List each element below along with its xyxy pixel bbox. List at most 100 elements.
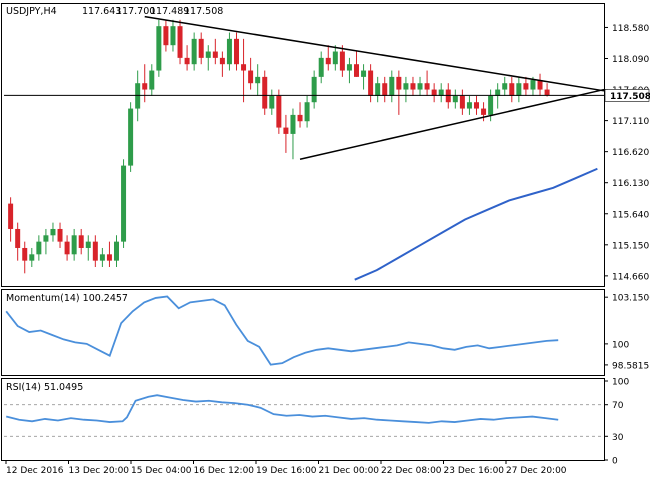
candle-bull — [85, 241, 91, 248]
candle-bull — [332, 51, 338, 65]
candle-bear — [474, 102, 479, 109]
x-tick-label: 21 Dec 00:00 — [319, 466, 380, 476]
candle-bear — [15, 228, 21, 248]
x-tick-label: 16 Dec 12:00 — [194, 466, 255, 476]
candle-bear — [22, 247, 28, 261]
candle-bear — [339, 51, 345, 71]
candle-bull — [311, 76, 317, 103]
momentum-y-tick-label: 100 — [612, 340, 629, 350]
candle-bear — [354, 64, 359, 77]
candle-bear — [537, 80, 543, 90]
momentum-line — [5, 295, 559, 366]
candle-bear — [276, 95, 282, 128]
rsi-y-tick-label: 30 — [612, 433, 624, 443]
candle-bull — [452, 95, 458, 103]
price-y-tick-label: 117.110 — [612, 117, 649, 127]
candle-bull — [226, 38, 232, 65]
momentum-panel-frame — [1, 289, 605, 376]
header-ohlc-value: 117.643 — [82, 6, 121, 17]
candle-bear — [459, 95, 465, 109]
moving-average-line — [354, 167, 598, 281]
candle-bull — [304, 102, 310, 122]
candle-bear — [78, 235, 84, 248]
current-price-label: 117.508 — [610, 92, 650, 102]
candle-bull — [530, 80, 536, 90]
candle-bear — [212, 51, 218, 58]
candle-bear — [241, 64, 247, 71]
candle-bull — [36, 241, 42, 255]
x-tick-label: 13 Dec 20:00 — [69, 466, 130, 476]
candle-bear — [523, 83, 529, 90]
rsi-y-tick-label: 100 — [612, 378, 629, 388]
x-tick-label: 23 Dec 16:00 — [444, 466, 505, 476]
candle-bull — [502, 83, 508, 90]
candle-bull — [43, 235, 49, 242]
candle-bear — [431, 89, 437, 96]
price-y-tick-label: 114.660 — [612, 272, 649, 282]
current-price-box — [604, 89, 650, 102]
x-tick-label: 27 Dec 20:00 — [506, 466, 567, 476]
rsi-panel-frame — [1, 378, 605, 461]
candle-bear — [297, 114, 303, 122]
rsi-line — [5, 394, 559, 424]
rsi-title: RSI(14) 51.0495 — [6, 382, 83, 393]
candle-bear — [106, 254, 112, 261]
candle-bull — [205, 51, 211, 58]
candle-bull — [346, 64, 352, 71]
candle-bear — [509, 83, 515, 96]
candle-bull — [135, 83, 141, 109]
candle-bull — [516, 83, 522, 96]
candle-bull — [375, 83, 381, 96]
candle-bear — [368, 70, 374, 96]
rsi-y-tick-label: 70 — [612, 401, 624, 411]
x-tick-label: 19 Dec 16:00 — [256, 466, 317, 476]
candle-bull — [191, 38, 197, 65]
candle-bull — [71, 235, 77, 255]
candle-bear — [382, 83, 388, 96]
candle-bull — [149, 70, 155, 90]
momentum-chart: 103.1506 100 98.5815 — [5, 294, 650, 371]
candle-bull — [121, 165, 127, 242]
price-y-tick-label: 116.620 — [612, 148, 649, 158]
candle-bear — [325, 57, 331, 65]
candle-bear — [177, 26, 183, 58]
candle-bull — [156, 26, 162, 71]
candle-bull — [466, 102, 472, 109]
candle-bear — [142, 83, 148, 90]
candle-bull — [255, 76, 261, 84]
candle-bull — [99, 254, 105, 261]
price-y-tick-label: 115.640 — [612, 210, 649, 220]
candle-bear — [481, 108, 487, 115]
candle-bear — [8, 203, 14, 229]
candle-bear — [424, 83, 430, 90]
candle-bull — [389, 76, 395, 96]
price-panel-frame — [1, 3, 605, 287]
candle-bull — [128, 108, 134, 166]
candle-bear — [64, 241, 70, 255]
header-ohlc-value: 117.700 — [116, 6, 155, 17]
candle-bear — [163, 26, 169, 46]
candle-bull — [438, 89, 444, 96]
candle-bear — [198, 38, 204, 58]
candle-bull — [50, 228, 56, 236]
candle-bull — [290, 114, 296, 134]
momentum-y-tick-label: 98.5815 — [612, 361, 649, 371]
x-tick-label: 15 Dec 04:00 — [131, 466, 192, 476]
header-ohlc-value: 117.508 — [184, 6, 223, 17]
candle-bull — [403, 83, 409, 90]
candle-bear — [283, 127, 289, 134]
price-y-tick-label: 115.150 — [612, 241, 649, 251]
momentum-y-tick-label: 103.1506 — [612, 294, 650, 304]
candle-bear — [262, 76, 268, 109]
x-tick-label: 12 Dec 2016 — [6, 466, 64, 476]
trendline-resistance — [144, 15, 605, 92]
candle-bull — [269, 95, 275, 109]
rsi-chart: 100 70 30 0 — [4, 378, 629, 467]
price-header: USDJPY,H4 — [6, 6, 57, 17]
candle-bear — [544, 89, 550, 96]
price-y-tick-label: 116.130 — [612, 179, 649, 189]
time-axis: 12 Dec 2016 13 Dec 20:00 15 Dec 04:00 16 De… — [5, 460, 567, 476]
price-chart: 117.643117.700117.489117.508118.580118.0… — [4, 6, 650, 282]
momentum-title: Momentum(14) 100.2457 — [6, 293, 128, 304]
